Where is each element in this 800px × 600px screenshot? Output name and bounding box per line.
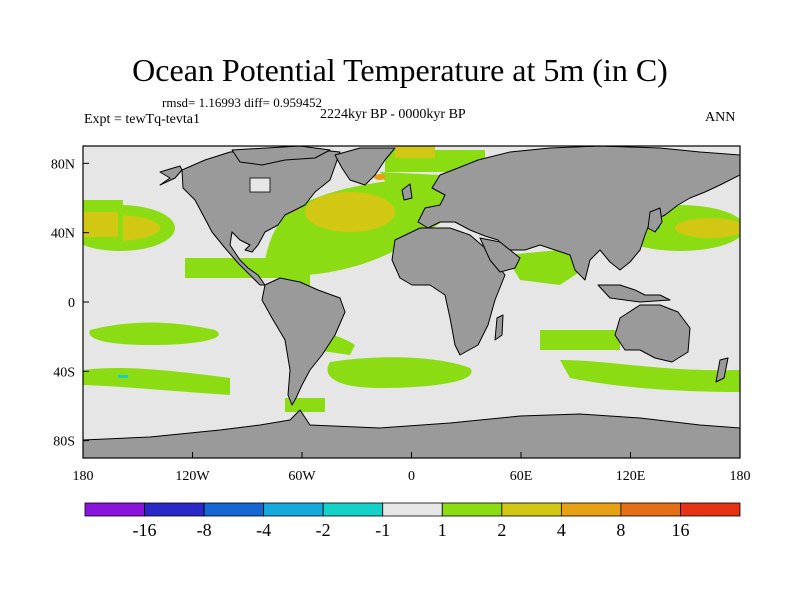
anomaly-region (505, 250, 590, 285)
north-america (181, 147, 341, 286)
colorbar-bin (382, 502, 443, 517)
colorbar-bin (441, 502, 503, 517)
landmasses (83, 146, 740, 458)
x-tick-label: 180 (73, 469, 94, 484)
anomaly-region (675, 218, 740, 238)
colorbar-bin (84, 502, 145, 517)
colorbar-label: -16 (133, 520, 157, 540)
colorbar-label: 8 (616, 520, 625, 540)
colorbar-bin (680, 502, 741, 517)
x-tick-label: 120W (175, 469, 210, 484)
south-america (261, 277, 346, 406)
colorbar-label: 16 (671, 520, 689, 540)
anomaly-region (305, 192, 395, 232)
colorbar-label: -1 (375, 520, 390, 540)
hudson-bay (249, 177, 271, 193)
greenland (334, 147, 396, 186)
africa (391, 227, 506, 356)
colorbar-bin (263, 502, 324, 517)
anomaly-region (540, 330, 620, 350)
colorbar-label: -8 (197, 520, 212, 540)
indonesia (597, 284, 671, 303)
madagascar (494, 314, 504, 341)
x-tick-label: 120E (616, 469, 646, 484)
x-tick-label: 60E (510, 469, 533, 484)
japan (647, 207, 663, 233)
x-tick-label: 180 (730, 469, 751, 484)
arctic-islands (231, 146, 331, 166)
map-title: Ocean Potential Temperature at 5m (in C) (132, 52, 668, 88)
y-tick-label: 80S (53, 435, 75, 450)
anomaly-region (560, 360, 740, 392)
anomaly-region (285, 398, 325, 412)
anomaly-region (118, 375, 128, 378)
experiment-label: Expt = tewTq-tevta1 (84, 112, 200, 127)
y-tick-label: 80N (51, 157, 75, 172)
colorbar-bin (144, 502, 205, 517)
period-label: 2224kyr BP - 0000kyr BP (320, 107, 466, 122)
alaska (159, 165, 183, 186)
y-tick-label: 40S (53, 365, 75, 380)
map-area (83, 146, 740, 458)
y-tick-label: 40N (51, 227, 75, 242)
anomaly-region (395, 146, 435, 158)
colorbar-label: 1 (438, 520, 447, 540)
season-label: ANN (705, 110, 736, 125)
anomaly-region (83, 367, 230, 395)
anomaly-region (327, 357, 472, 388)
australia (614, 304, 691, 363)
colorbar-label: -4 (256, 520, 271, 540)
colorbar-bin (501, 502, 562, 517)
x-axis-ticks: 180 120W 60W 0 60E 120E 180 (73, 452, 751, 484)
colorbar-bin (560, 502, 622, 517)
colorbar-bin (203, 502, 265, 517)
anomaly-region (83, 212, 118, 237)
anomaly-region (185, 258, 285, 278)
new-zealand (715, 357, 729, 383)
colorbar-bin (322, 502, 384, 517)
colorbar-bin (620, 502, 681, 517)
colorbar: -16 -8 -4 -2 -1 1 2 4 8 16 (84, 502, 741, 540)
y-tick-label: 0 (68, 296, 75, 311)
anomaly-region (374, 174, 386, 180)
arabia (479, 237, 521, 273)
colorbar-label: -2 (316, 520, 331, 540)
colorbar-label: 4 (557, 520, 566, 540)
x-tick-label: 60W (288, 469, 316, 484)
x-tick-label: 0 (408, 469, 415, 484)
uk (401, 183, 413, 201)
anomaly-region (89, 322, 219, 345)
y-axis-ticks: 80N 40N 0 40S 80S (51, 157, 89, 450)
antarctica (83, 409, 740, 458)
colorbar-label: 2 (497, 520, 506, 540)
stats-text: rmsd= 1.16993 diff= 0.959452 (162, 95, 322, 110)
